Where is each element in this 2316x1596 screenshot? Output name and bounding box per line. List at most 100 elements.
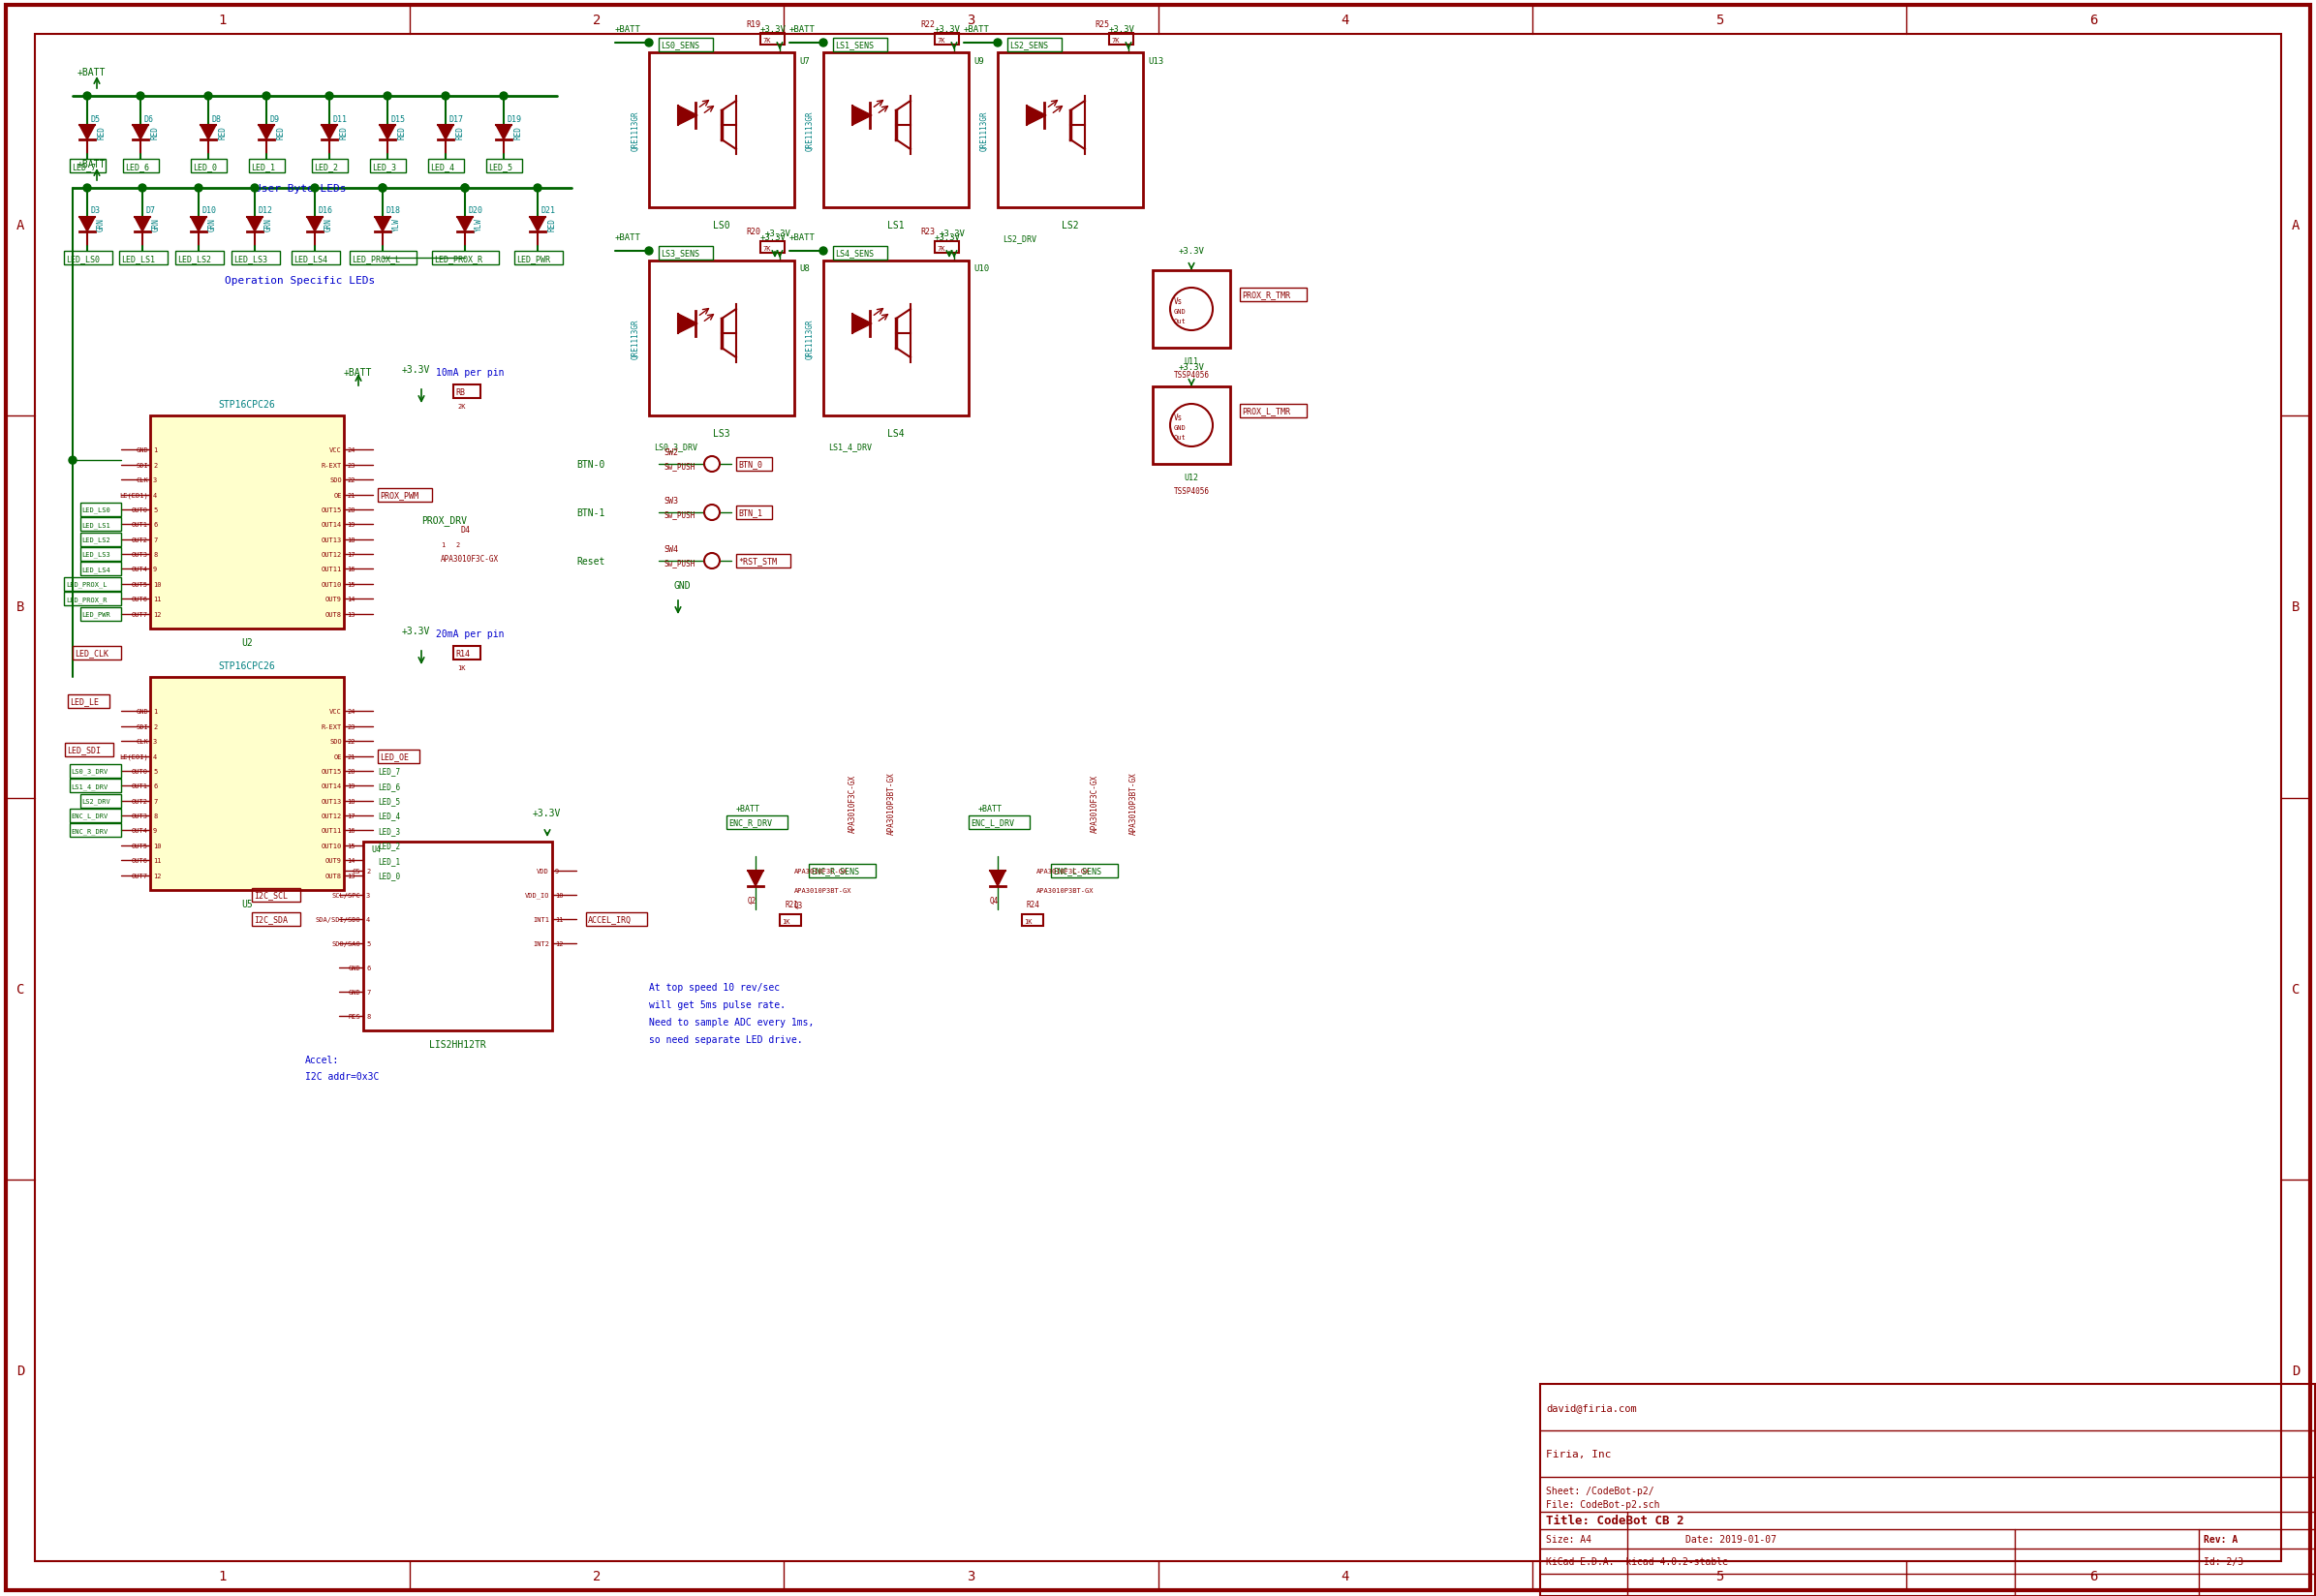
Text: PROX_R_TMR: PROX_R_TMR	[1241, 290, 1290, 300]
Text: 11: 11	[556, 916, 563, 922]
Text: Reset: Reset	[577, 557, 604, 567]
Circle shape	[83, 93, 90, 101]
Text: APA3010P3BT-GX: APA3010P3BT-GX	[1038, 887, 1093, 894]
Bar	[81, 563, 120, 576]
Text: APA3010F3C-GX: APA3010F3C-GX	[794, 868, 848, 875]
Text: OUT4: OUT4	[132, 828, 148, 833]
Text: LED_1: LED_1	[250, 163, 276, 172]
Circle shape	[380, 185, 387, 193]
Polygon shape	[496, 126, 512, 140]
Bar	[760, 34, 785, 46]
Text: LED_LS0: LED_LS0	[81, 508, 111, 514]
Bar	[69, 779, 120, 793]
Text: LED_CLK: LED_CLK	[74, 650, 109, 658]
Bar	[658, 247, 713, 260]
Bar	[69, 160, 104, 174]
Text: APA3010F3C-GX: APA3010F3C-GX	[1091, 774, 1098, 833]
Text: D8: D8	[211, 115, 220, 123]
Bar	[364, 843, 551, 1031]
Text: 5: 5	[1716, 13, 1723, 27]
Text: +3.3V: +3.3V	[936, 24, 961, 34]
Bar	[313, 160, 347, 174]
Text: 22: 22	[347, 739, 354, 744]
Text: 6: 6	[2089, 1569, 2098, 1583]
Bar	[1540, 1384, 2316, 1596]
Text: SW3: SW3	[662, 496, 679, 506]
Text: LED_7: LED_7	[378, 768, 401, 776]
Text: D: D	[16, 1363, 25, 1377]
Bar	[822, 53, 968, 207]
Text: 10mA per pin: 10mA per pin	[435, 367, 505, 378]
Circle shape	[204, 93, 213, 101]
Text: LS4_SENS: LS4_SENS	[836, 249, 873, 259]
Text: 11: 11	[153, 857, 162, 863]
Text: 1K: 1K	[783, 919, 790, 924]
Text: 7: 7	[153, 536, 157, 543]
Text: LS2: LS2	[1061, 220, 1079, 230]
Text: 1: 1	[218, 1569, 227, 1583]
Text: 14: 14	[347, 597, 354, 602]
Text: +BATT: +BATT	[963, 24, 989, 34]
Text: D17: D17	[449, 115, 463, 123]
Text: INT2: INT2	[533, 940, 549, 946]
Text: +3.3V: +3.3V	[760, 24, 787, 34]
Text: 4: 4	[1341, 13, 1350, 27]
Text: SCL/SPC: SCL/SPC	[331, 892, 361, 899]
Text: 6: 6	[153, 522, 157, 528]
Circle shape	[384, 93, 391, 101]
Text: OUT3: OUT3	[132, 552, 148, 557]
Text: LS0: LS0	[713, 220, 730, 230]
Text: SDI: SDI	[137, 723, 148, 729]
Text: Operation Specific LEDs: Operation Specific LEDs	[225, 276, 375, 286]
Text: +3.3V: +3.3V	[1109, 24, 1135, 34]
Circle shape	[533, 185, 542, 193]
Bar	[1153, 388, 1230, 464]
Text: 9: 9	[556, 868, 558, 875]
Text: STP16CPC26: STP16CPC26	[218, 399, 276, 410]
Text: APA3010P3BT-GX: APA3010P3BT-GX	[794, 887, 852, 894]
Text: OUT14: OUT14	[322, 784, 343, 788]
Text: RED: RED	[456, 126, 463, 139]
Circle shape	[310, 185, 320, 193]
Bar	[378, 750, 419, 763]
Text: 9: 9	[153, 828, 157, 833]
Polygon shape	[748, 871, 764, 886]
Circle shape	[646, 247, 653, 255]
Text: R21: R21	[785, 900, 799, 910]
Bar	[123, 160, 157, 174]
Text: OUT12: OUT12	[322, 552, 343, 557]
Text: 13: 13	[347, 611, 354, 618]
Text: D21: D21	[540, 206, 556, 215]
Text: 21: 21	[347, 753, 354, 760]
Bar	[232, 252, 280, 265]
Text: 7K: 7K	[1112, 38, 1119, 43]
Text: Q4: Q4	[989, 895, 998, 905]
Bar	[252, 913, 299, 926]
Text: ENC_L_DRV: ENC_L_DRV	[970, 819, 1014, 827]
Text: +3.3V: +3.3V	[936, 233, 961, 241]
Text: Sw_PUSH: Sw_PUSH	[662, 559, 695, 568]
Bar	[736, 554, 790, 568]
Text: OUT5: OUT5	[132, 581, 148, 587]
Bar	[514, 252, 563, 265]
Text: B: B	[16, 600, 25, 614]
Text: Date: 2019-01-07: Date: 2019-01-07	[1686, 1534, 1776, 1543]
Text: LED_LS2: LED_LS2	[81, 536, 111, 543]
Bar	[81, 519, 120, 531]
Text: QRE1113GR: QRE1113GR	[630, 110, 639, 150]
Text: OUT3: OUT3	[132, 812, 148, 819]
Text: U11: U11	[1183, 358, 1200, 367]
Text: 18: 18	[347, 798, 354, 804]
Text: OUT6: OUT6	[132, 857, 148, 863]
Text: +3.3V: +3.3V	[1179, 247, 1204, 255]
Text: OUT15: OUT15	[322, 768, 343, 774]
Text: U13: U13	[1149, 56, 1163, 65]
Text: GRN: GRN	[97, 217, 107, 231]
Text: LED_3: LED_3	[378, 827, 401, 835]
Text: I2C_SCL: I2C_SCL	[255, 891, 287, 900]
Text: BTN_0: BTN_0	[739, 460, 762, 469]
Text: LED_4: LED_4	[378, 812, 401, 820]
Text: TSSP4056: TSSP4056	[1174, 370, 1209, 378]
Text: R19: R19	[746, 19, 760, 29]
Text: 3: 3	[366, 892, 371, 899]
